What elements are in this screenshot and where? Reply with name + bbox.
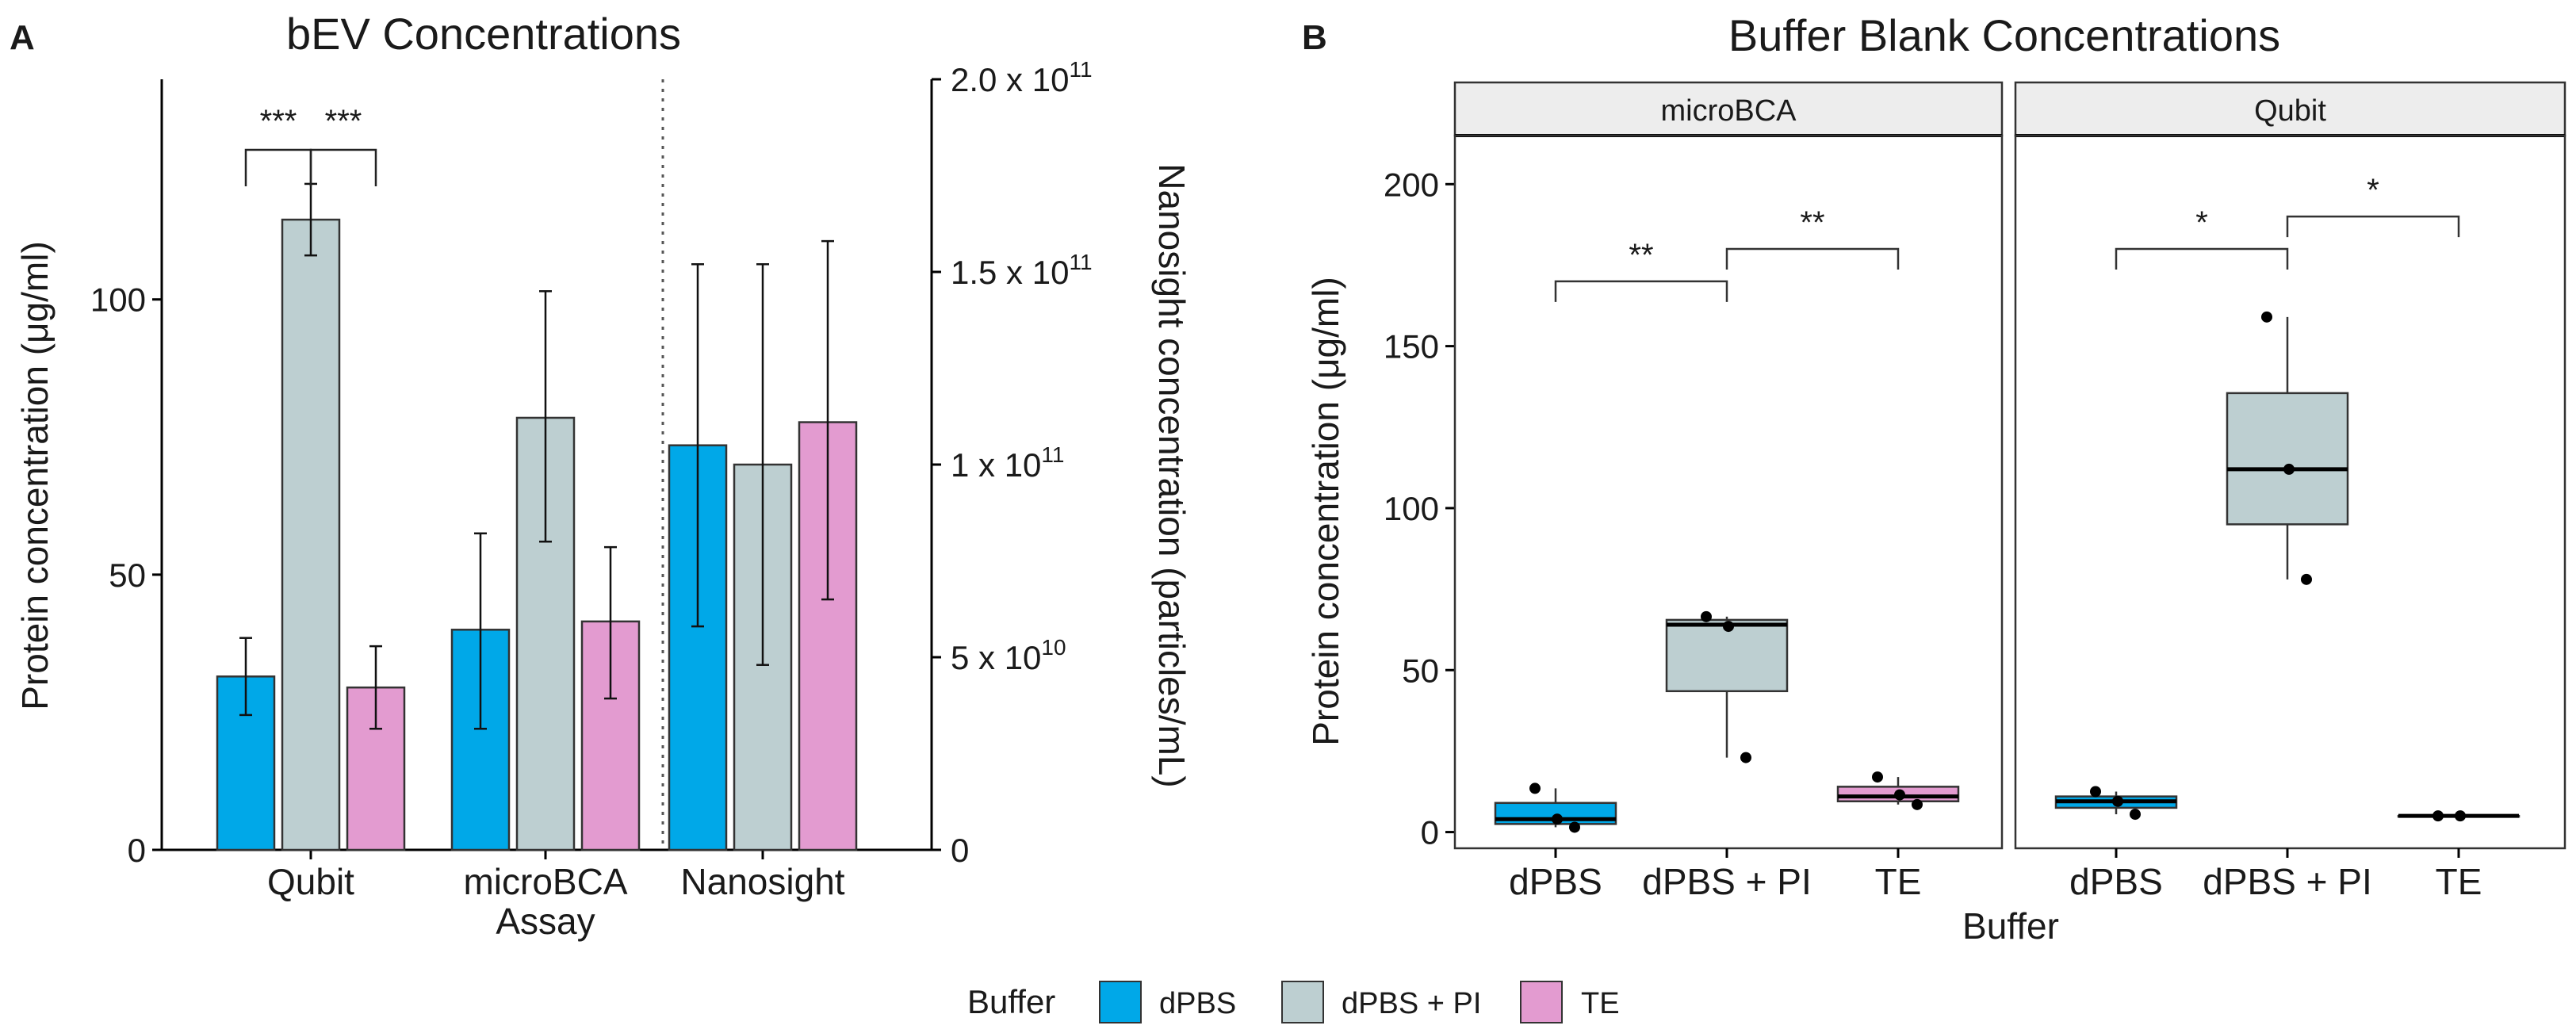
facet-panel-qubit [2014,134,2566,850]
point-microbca-dpbs-pi [1723,621,1734,633]
panel-b-x-tick-label: dPBS + PI [1642,861,1812,902]
panel-a-significance-label: *** [260,104,297,139]
panel-b-significance-bracket [1554,280,1728,302]
panel-a-significance-bracket [244,148,312,186]
point-qubit-dpbs-pi [2261,311,2272,323]
point-qubit-dpbs-pi [2283,463,2295,475]
panel-a-y2-tick-label: 1.5 x 1011 [951,250,1093,291]
panel-b-x-tick-label: dPBS [1509,861,1602,902]
panel-b-y-tick-label: 50 [1402,652,1439,689]
point-microbca-dpbs [1529,782,1541,794]
panel-a-x-tick-label: microBCA [463,861,627,902]
panel-b-x-tick-label: TE [2436,861,2482,902]
panel-b-significance-bracket [2115,247,2289,270]
panel-b-title: Buffer Blank Concentrations [1728,10,2280,60]
legend: Buffer dPBS dPBS + PI TE [967,981,1620,1023]
panel-b-significance-label: * [2367,173,2379,208]
facet-strip-qubit [2014,81,2566,137]
point-qubit-dpbs [2130,809,2141,821]
panel-a-plot: 0 50 100 0 5 x 1010 1 x 1011 1.5 x 1011 2.0 x 1… [90,57,1093,902]
panel-b-letter: B [1302,18,1327,57]
panel-a-y2-tick-exponent: 11 [1041,442,1064,467]
panel-a-y-tick-label: 100 [90,281,146,319]
legend-swatch-te [1520,981,1563,1023]
panel-a-y2-tick-label: 2.0 x 1011 [951,57,1093,98]
panel-b-x-axis-label: Buffer [1962,905,2059,947]
point-microbca-dpbs-pi [1740,752,1751,763]
point-microbca-dpbs [1569,821,1580,833]
point-microbca-dpbs-pi [1701,610,1712,622]
panel-a-significance-label: *** [325,104,362,139]
legend-entry-dpbs: dPBS [1159,987,1236,1020]
box-qubit-dpbs-pi [2226,392,2349,526]
point-qubit-te [2432,810,2444,822]
facet-panel-microbca [1453,134,2004,850]
panel-b-y-tick-label: 200 [1384,166,1439,203]
panel-a-x-tick-label: Qubit [267,861,354,902]
legend-title: Buffer [967,983,1055,1020]
panel-b-significance-label: ** [1629,238,1653,273]
panel-b-significance-label: ** [1800,205,1824,240]
box-microbca-dpbs-pi [1665,618,1789,693]
point-qubit-dpbs [2112,795,2123,807]
point-microbca-te [1872,771,1883,783]
panel-b-y-tick-label: 150 [1384,328,1439,365]
point-microbca-dpbs [1552,813,1563,825]
panel-a-y-tick-label: 50 [109,557,146,594]
panel-b-y-axis-label: Protein concentration (μg/ml) [1305,277,1346,746]
point-qubit-te [2455,810,2466,822]
panel-b-y-tick-label: 0 [1421,814,1439,851]
panel-a-y2-tick-exponent: 11 [1069,57,1092,82]
panel-a-significance-bracket [309,148,377,186]
panel-b-y-tick-label: 100 [1384,490,1439,527]
panel-b-significance-bracket [2286,215,2460,238]
point-microbca-te [1894,789,1905,801]
panel-a-y2-axis-label: Nanosight concentration (particles/mL) [1151,163,1192,787]
panel-a-y2-tick-exponent: 11 [1069,250,1092,274]
panel-a-y-tick-label: 0 [128,832,146,869]
point-microbca-te [1912,798,1923,810]
panel-b-x-tick-label: dPBS [2069,861,2163,902]
panel-b-significance-bracket [1725,247,1900,270]
legend-entry-dpbs-pi: dPBS + PI [1342,987,1481,1020]
point-qubit-dpbs-pi [2301,573,2312,585]
panel-a-y2-tick-exponent: 10 [1041,635,1066,660]
facet-strip-label-qubit: Qubit [2254,94,2326,128]
bar-qubit-dpbs-pi [281,218,341,851]
legend-swatch-dpbs-pi [1281,981,1324,1023]
panel-a-letter: A [10,18,35,57]
legend-swatch-dpbs [1099,981,1142,1023]
panel-b-significance-label: * [2195,205,2208,240]
panel-a-y2-tick-label: 1 x 1011 [951,442,1065,484]
facet-strip-label-microbca: microBCA [1660,94,1797,128]
panel-a-y2-tick-label: 5 x 1010 [951,635,1066,676]
panel-a-y-axis-label: Protein concentration (μg/ml) [14,241,56,710]
panel-b-x-tick-label: dPBS + PI [2203,861,2372,902]
panel-a-x-axis-label: Assay [496,901,595,942]
legend-entry-te: TE [1581,987,1620,1020]
facet-strip-microbca [1453,81,2004,137]
panel-a-title: bEV Concentrations [286,9,681,59]
panel-a-y2-tick-label: 0 [951,832,969,869]
panel-a-x-tick-label: Nanosight [680,861,844,902]
panel-b-x-tick-label: TE [1875,861,1922,902]
point-qubit-dpbs [2090,786,2101,798]
